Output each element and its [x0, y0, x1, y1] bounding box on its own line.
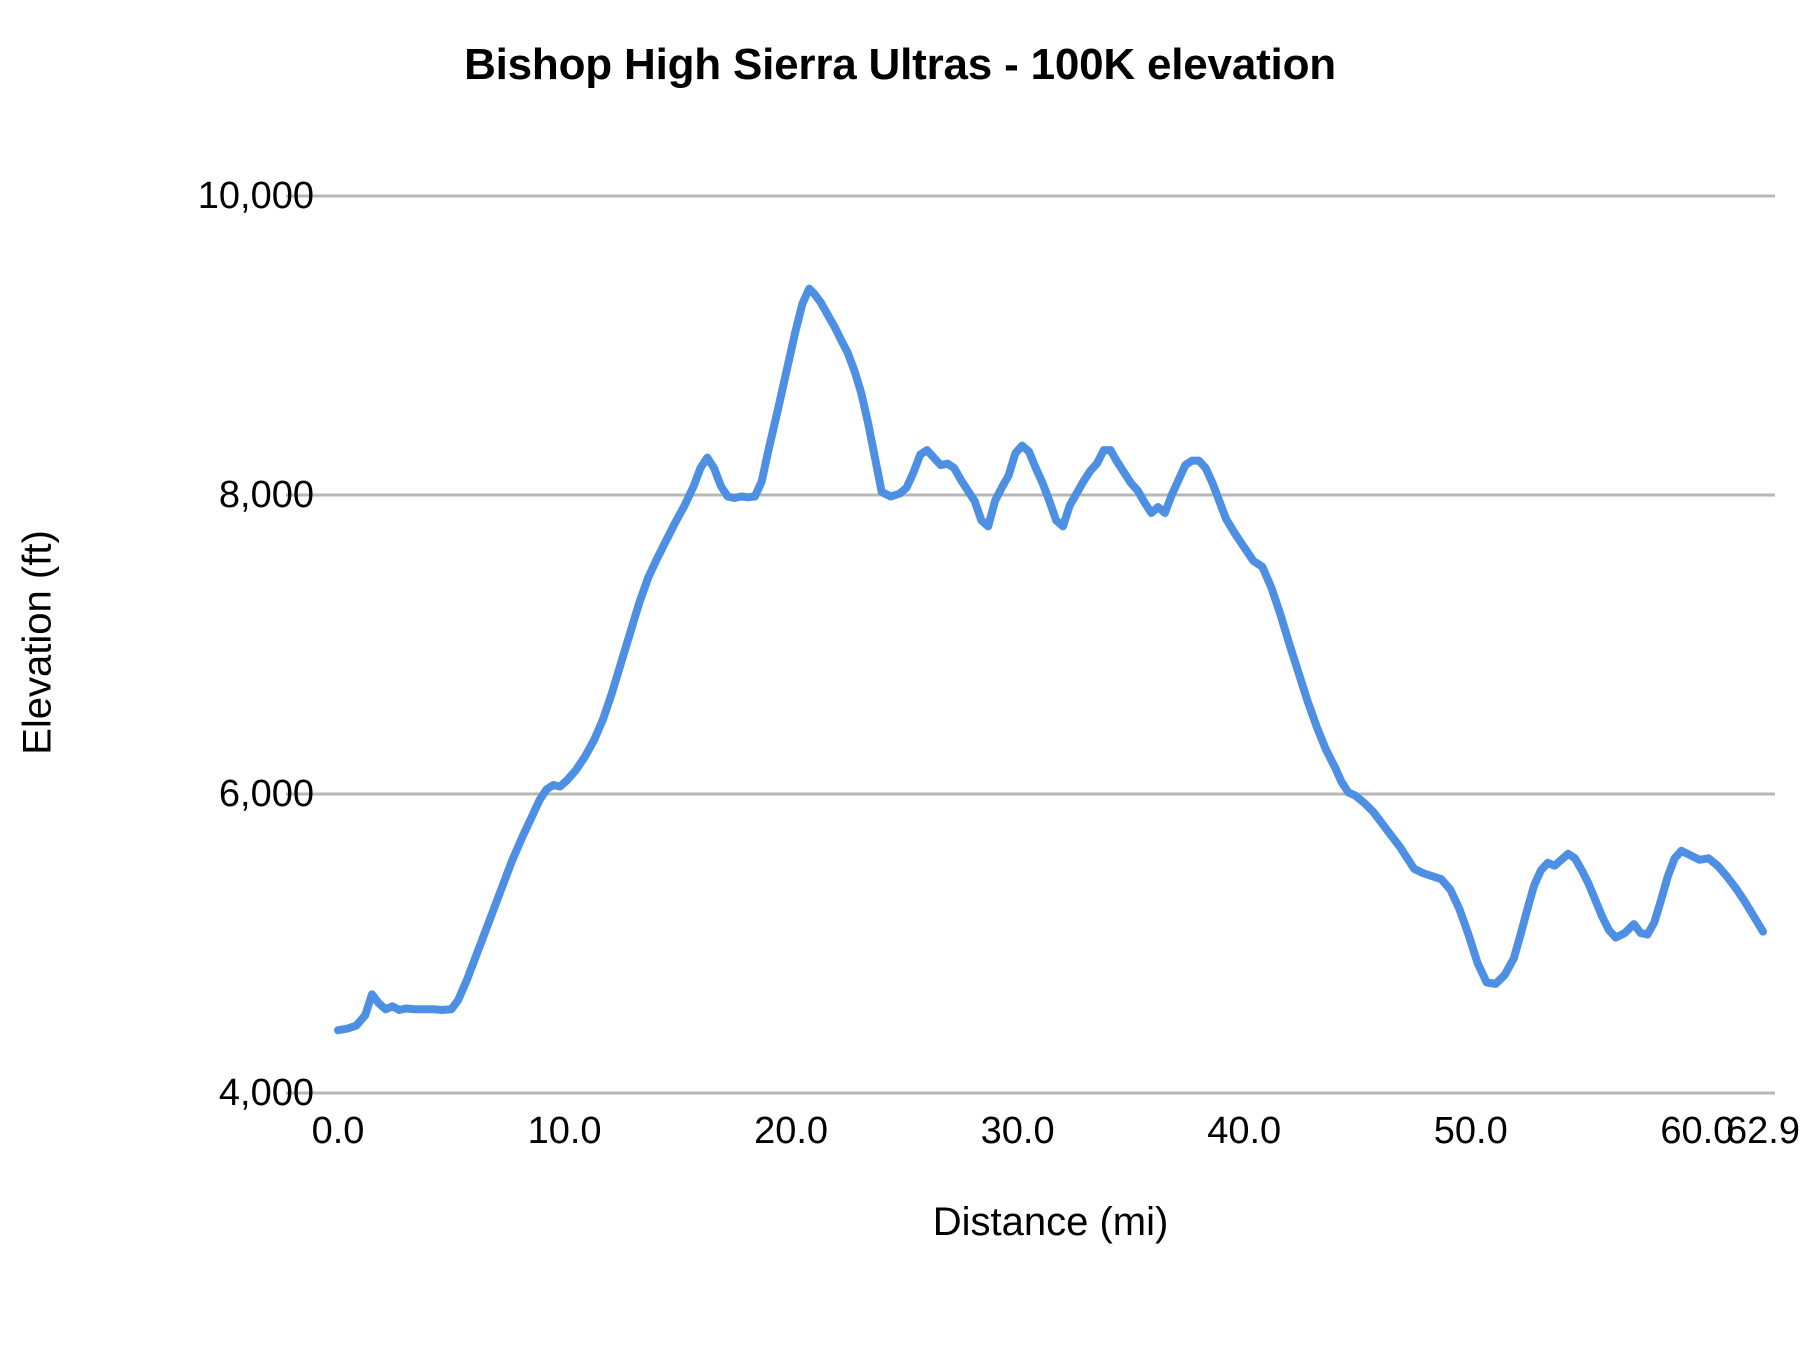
elevation-line	[334, 284, 1767, 1035]
gridlines	[286, 194, 1775, 1095]
series-lines	[334, 284, 1767, 1035]
y-axis-tick-label: 8,000	[218, 474, 314, 516]
x-axis-tick-label: 40.0	[1207, 1110, 1282, 1152]
x-axis-tick-label: 0.0	[311, 1110, 365, 1152]
x-axis-tick-label: 10.0	[527, 1110, 602, 1152]
x-axis-tick-label: 50.0	[1433, 1110, 1508, 1152]
y-axis-tick-label: 6,000	[218, 773, 314, 815]
y-axis-tick-label: 10,000	[197, 175, 314, 217]
y-axis-title: Elevation (ft)	[15, 530, 60, 755]
x-axis-tick-label: 62.9	[1726, 1110, 1800, 1152]
y-axis-tick-labels: 10,000 8,000 6,000 4,000	[0, 0, 314, 1350]
x-axis-tick-label: 20.0	[754, 1110, 829, 1152]
x-axis-tick-label: 60.0	[1660, 1110, 1735, 1152]
x-axis-title: Distance (mi)	[932, 1200, 1169, 1244]
chart-title: Bishop High Sierra Ultras - 100K elevati…	[464, 40, 1336, 89]
y-axis-tick-label: 4,000	[218, 1072, 314, 1114]
x-axis-tick-label: 30.0	[980, 1110, 1055, 1152]
